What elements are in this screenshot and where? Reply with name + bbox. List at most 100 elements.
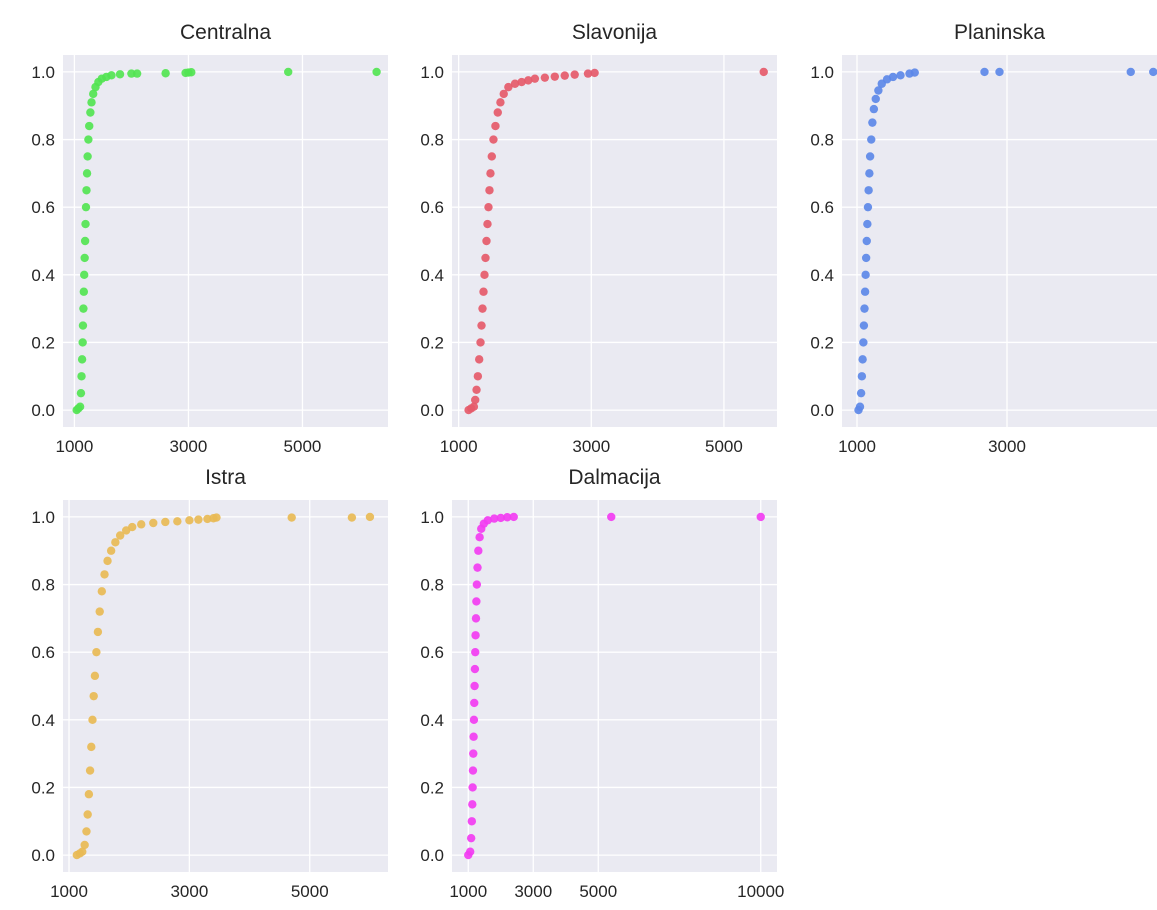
plot-area [63,500,388,872]
data-point [865,152,875,161]
data-point [485,186,494,195]
data-point [89,691,98,701]
plot-area [452,500,777,872]
data-point [888,72,898,82]
data-point [503,513,512,522]
data-point [476,338,485,347]
data-point [287,513,296,522]
y-tick-label: 0.4 [420,266,444,285]
y-tick-label: 0.8 [420,131,444,150]
data-point [82,169,92,178]
data-point [471,631,480,640]
data-point [510,79,520,88]
subplot-slavonija: 0.0 0.2 0.4 0.6 0.8 1.0 1000 3000 5000 Slavonija [420,21,777,456]
subplot-title: Istra [205,466,246,489]
data-point [115,531,125,540]
subplot-planinska: 0.0 0.2 0.4 0.6 0.8 1.0 1000 3000 Planinska [810,21,1157,456]
data-point [149,518,158,528]
data-point [1149,67,1157,77]
y-tick-label: 1.0 [31,508,55,527]
data-point [77,372,86,381]
data-point [860,287,870,296]
data-point [867,135,876,144]
data-point [874,86,883,95]
data-point [347,513,357,522]
y-tick-label: 0.4 [420,711,444,730]
data-point [468,766,478,775]
y-tick-label: 0.6 [420,643,444,662]
data-point [76,388,86,398]
data-point [504,82,513,92]
data-point [472,597,481,606]
data-point [477,321,486,330]
data-point [489,135,498,144]
data-point [861,253,871,263]
data-point [862,236,871,246]
data-point [756,512,765,522]
data-point [863,219,872,229]
data-point [530,74,540,83]
data-point [861,270,870,280]
data-point [858,355,867,364]
data-point [864,186,873,195]
y-tick-label: 0.2 [31,333,55,352]
data-point [187,68,196,77]
y-tick-label: 0.0 [31,846,55,865]
x-tick-label: 3000 [170,437,208,456]
data-point [524,76,533,85]
data-point [470,681,479,691]
data-point [75,402,85,411]
data-point [868,118,877,127]
data-point [106,546,116,555]
data-point [82,827,91,836]
data-point [365,512,375,522]
data-point [466,833,476,843]
data-point [161,517,170,527]
data-point [560,71,569,80]
subplot-dalmacija: 0.0 0.2 0.4 0.6 0.8 1.0 1000 3000 5000 10000 Dalma… [420,466,784,901]
data-point [869,104,879,114]
data-point [194,515,203,524]
y-tick-label: 0.2 [31,778,55,797]
plot-area [842,55,1157,427]
subplot-title: Dalmacija [568,466,661,489]
data-point [86,108,95,117]
data-point [473,563,482,572]
data-point [78,338,87,347]
data-point [87,98,96,107]
data-point [1126,67,1135,77]
data-point [473,372,483,381]
subplot-istra: 0.0 0.2 0.4 0.6 0.8 1.0 1000 3000 5000 Istra [31,466,388,901]
data-point [79,304,88,313]
data-point [79,287,89,296]
y-tick-label: 0.6 [31,643,55,662]
data-point [80,270,89,280]
data-point [81,202,91,212]
y-tick-label: 0.0 [420,846,444,865]
x-tick-label: 1000 [838,437,876,456]
data-point [470,664,480,674]
y-tick-label: 0.4 [31,711,55,730]
data-point [88,715,97,725]
data-point [540,73,550,82]
data-point [479,287,488,296]
data-point [474,355,484,364]
data-point [97,587,107,596]
data-point [107,71,116,80]
plot-area [452,55,777,427]
y-tick-label: 0.8 [31,131,55,150]
y-tick-label: 0.0 [420,401,444,420]
subplot-title: Centralna [180,21,271,44]
data-point [486,169,495,178]
data-points [464,512,765,860]
data-point [80,236,90,246]
data-point [468,800,477,809]
data-point [84,790,94,799]
y-tick-label: 0.4 [810,266,834,285]
data-points [854,67,1157,415]
data-point [857,372,867,381]
y-tick-label: 1.0 [420,508,444,527]
data-point [859,338,868,347]
data-point [570,70,579,79]
data-point [481,253,490,263]
